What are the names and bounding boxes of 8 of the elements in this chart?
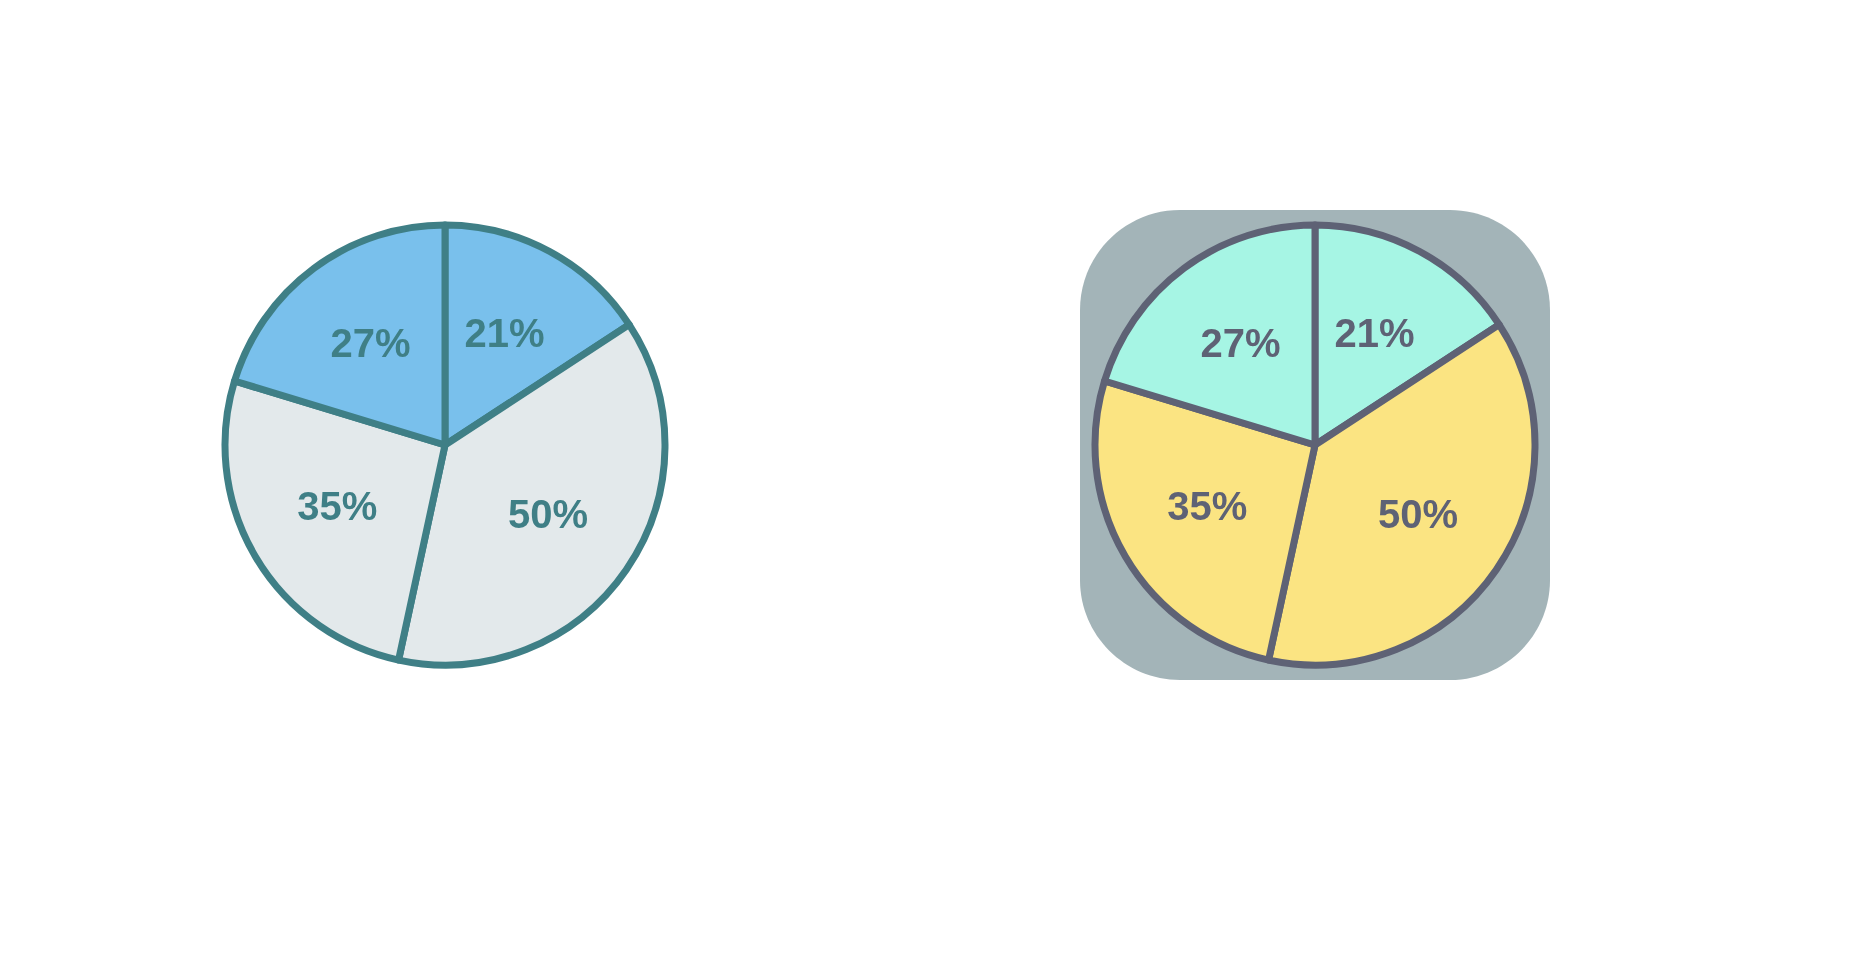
data-label: 27%: [330, 320, 411, 365]
data-label: 35%: [1167, 484, 1248, 529]
data-label: 50%: [507, 491, 589, 536]
data-label: 21%: [464, 311, 545, 356]
data-label: 50%: [1377, 491, 1459, 536]
data-label: 35%: [297, 484, 378, 529]
data-label: 21%: [1334, 311, 1415, 356]
data-label: 27%: [1200, 320, 1281, 365]
